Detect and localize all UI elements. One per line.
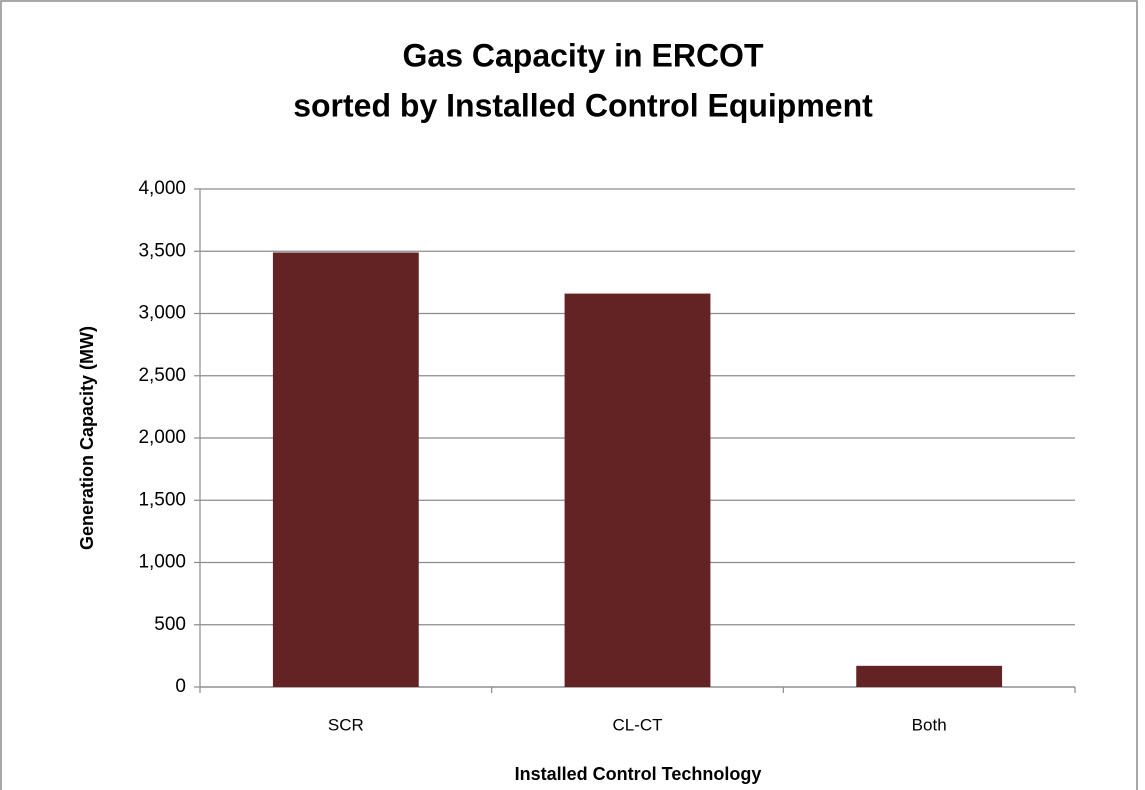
y-tick-label: 2,000 [138,427,186,448]
y-tick-label: 3,500 [138,240,186,261]
y-tick-label: 3,000 [138,303,186,324]
y-tick-label: 4,000 [138,178,186,199]
bar [272,252,419,687]
chart-title: sorted by Installed Control Equipment [293,87,873,123]
chart-title: Gas Capacity in ERCOT [403,37,764,73]
y-tick-label: 500 [154,614,186,635]
x-axis-title: Installed Control Technology [515,764,762,784]
x-tick-label: Both [912,715,947,734]
y-tick-label: 1,000 [138,552,186,573]
bar [856,665,1003,687]
x-tick-label: CL-CT [612,715,662,734]
y-axis-title: Generation Capacity (MW) [77,326,97,550]
bar [564,293,711,687]
y-tick-label: 2,500 [138,365,186,386]
y-tick-label: 0 [175,676,186,697]
y-tick-label: 1,500 [138,489,186,510]
x-tick-label: SCR [328,715,364,734]
